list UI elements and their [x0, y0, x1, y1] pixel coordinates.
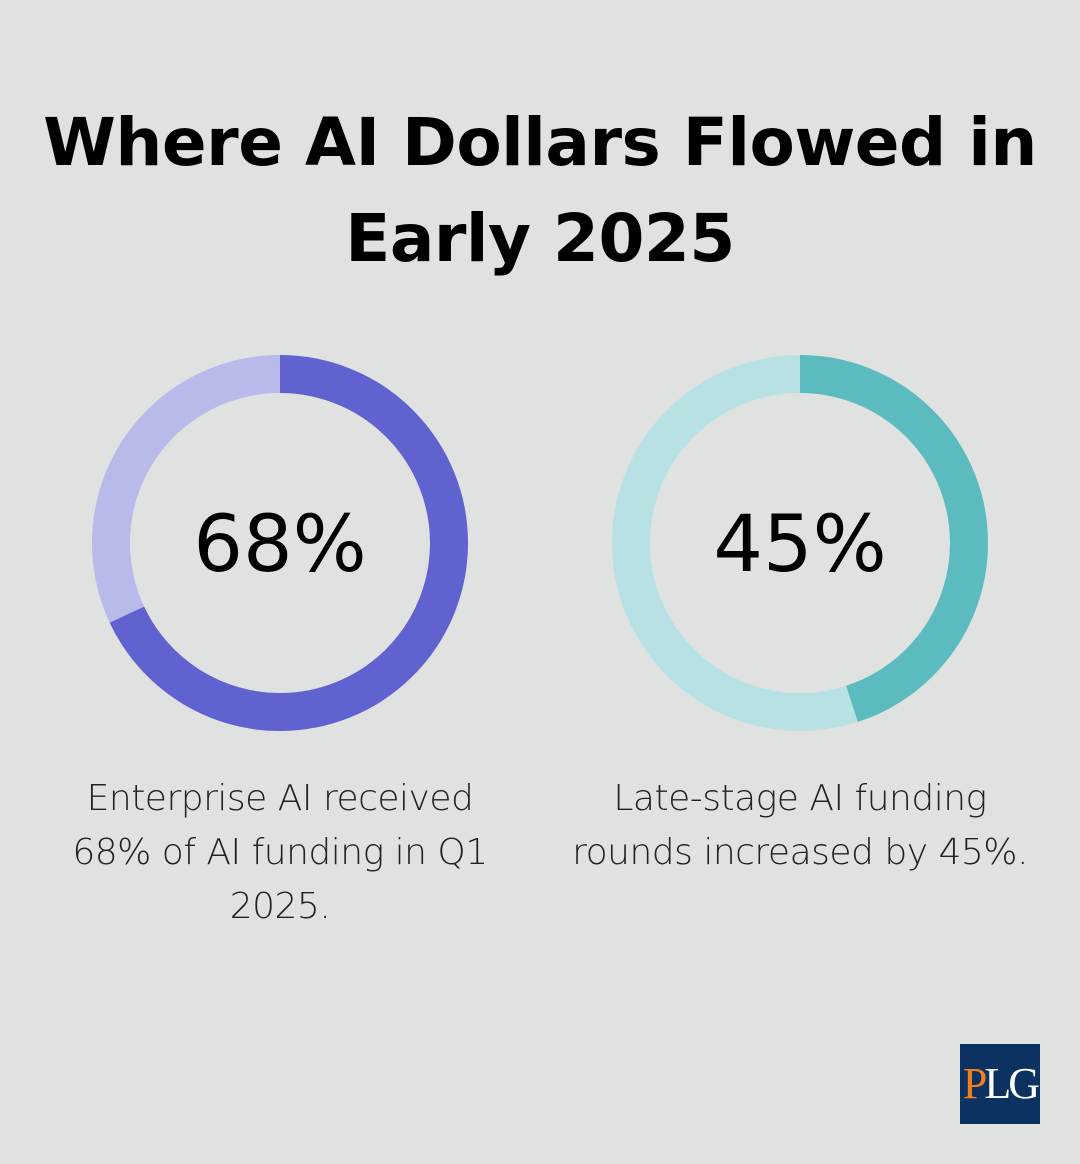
- page-title: Where AI Dollars Flowed in Early 2025: [43, 104, 1037, 277]
- donut-percent-label: 45%: [713, 500, 886, 590]
- donut-chart-late-stage: 45%: [612, 355, 988, 731]
- donut-chart-enterprise: 68%: [92, 355, 468, 731]
- donut-value-arc: [92, 355, 468, 731]
- caption-enterprise: Enterprise AI received 68% of AI funding…: [72, 778, 488, 927]
- plg-logo: PLG: [960, 1044, 1040, 1124]
- donut-value-arc: [612, 355, 988, 731]
- donut-percent-label: 68%: [193, 500, 366, 590]
- caption-late-stage: Late-stage AI funding rounds increased b…: [572, 778, 1028, 873]
